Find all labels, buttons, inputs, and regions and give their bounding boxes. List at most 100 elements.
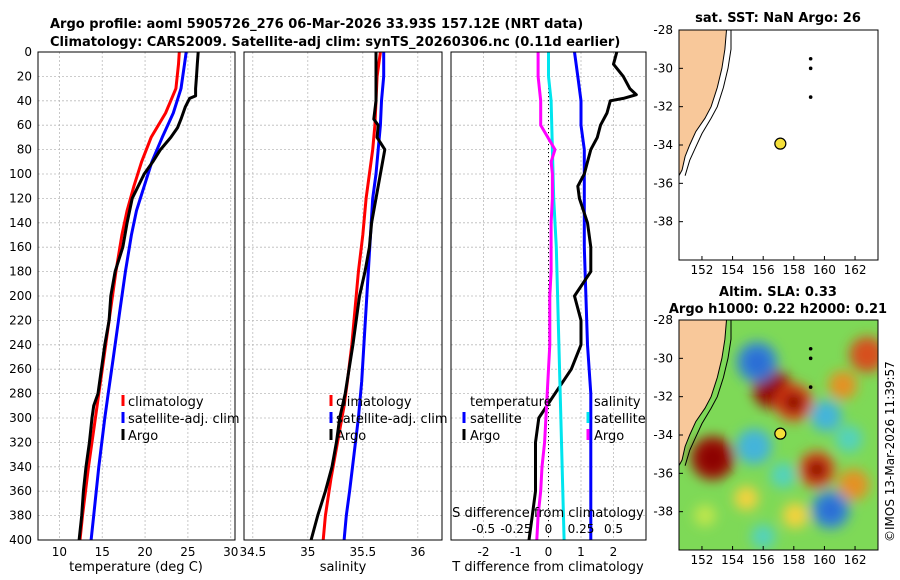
lon-tick-label: 156 <box>752 263 775 277</box>
sla-anomaly-core <box>745 350 769 374</box>
legend-title-salinity: salinity <box>594 395 641 410</box>
lat-tick-label: -32 <box>653 100 673 114</box>
series-group <box>309 52 387 540</box>
legend-satellite: satellite-adj. clim <box>128 412 240 427</box>
sla-anomaly-core <box>819 499 842 521</box>
series-temperature-argo <box>527 52 638 540</box>
legend-title-temperature: temperature <box>470 395 552 410</box>
axes-frame <box>37 51 236 541</box>
series-salinity-argo <box>535 52 557 540</box>
axes-frame <box>243 51 443 541</box>
series-group <box>77 52 200 540</box>
lat-tick-label: -30 <box>653 351 673 365</box>
lon-tick-label: 162 <box>844 263 867 277</box>
depth-tick-label: 140 <box>9 216 32 230</box>
s-tick-label: 0.5 <box>604 522 623 536</box>
x-tick-label: 30 <box>223 545 238 559</box>
climatology-title: Climatology: CARS2009. Satellite-adj cli… <box>50 35 620 50</box>
depth-tick-label: 380 <box>9 509 32 523</box>
lon-tick-label: 158 <box>782 263 805 277</box>
depth-tick-label: 0 <box>24 45 32 59</box>
lon-tick-label: 154 <box>721 553 744 567</box>
series-group <box>527 52 638 540</box>
legend-argo: Argo <box>336 429 366 444</box>
sla-anomaly-blob <box>828 370 858 400</box>
lon-tick-label: 154 <box>721 263 744 277</box>
shelf-contour <box>684 320 732 466</box>
sla-anomaly-blob <box>837 469 870 501</box>
s-tick-label: 0 <box>545 522 553 536</box>
depth-tick-label: 280 <box>9 387 32 401</box>
legend-argo: Argo <box>128 429 158 444</box>
series-satellite-adj-clim <box>342 52 386 540</box>
other-float-marker <box>808 356 813 361</box>
lon-tick-label: 160 <box>813 263 836 277</box>
difference-panel: -2 -1 0 1 2 -0.5 -0.25 0 0.25 0.5 <box>450 51 647 559</box>
depth-tick-label: 260 <box>9 362 32 376</box>
lat-tick-label: -34 <box>653 428 673 442</box>
legend-s-satellite: satellite <box>594 412 646 427</box>
series-argo <box>309 52 387 540</box>
sla-anomaly-blob <box>810 400 842 432</box>
sla-anomaly-blob <box>734 486 759 511</box>
s-tick-label: -0.5 <box>472 522 495 536</box>
tdiff-xlabel: T difference from climatology <box>451 560 644 575</box>
sla-anomaly-blob <box>782 502 809 529</box>
depth-tick-label: 400 <box>9 533 32 547</box>
sla-map-panel: 152 154 156 158 160 162 -28 -30 -32 -34 -36 -38 <box>653 313 879 567</box>
sla-anomaly-blob <box>849 336 878 373</box>
lon-tick-label: 152 <box>691 553 714 567</box>
axes-frame <box>450 51 647 541</box>
lat-tick-label: -36 <box>653 466 673 480</box>
x-tick-label: 35.5 <box>349 545 376 559</box>
argo-float-marker <box>774 137 787 150</box>
other-float-marker <box>808 95 813 99</box>
legend-climatology: climatology <box>128 395 204 410</box>
lon-tick-label: 156 <box>752 553 775 567</box>
map-content <box>679 30 813 176</box>
depth-tick-label: 40 <box>17 94 32 108</box>
salinity-panel: 34.5 35 35.5 36 <box>239 51 443 559</box>
depth-tick-label: 300 <box>9 411 32 425</box>
legend-satellite: satellite-adj. clim <box>336 412 448 427</box>
sdiff-axis-label: S difference from climatology <box>452 506 644 521</box>
lat-tick-label: -36 <box>653 176 673 190</box>
legend-s-argo: Argo <box>594 429 624 444</box>
sla-anomaly-core <box>783 391 805 413</box>
depth-tick-label: 340 <box>9 460 32 474</box>
x-tick-label: -1 <box>510 545 522 559</box>
profile-title: Argo profile: aoml 5905726_276 06-Mar-20… <box>50 17 583 32</box>
shelf-contour <box>684 30 732 176</box>
x-tick-label: 35 <box>300 545 315 559</box>
s-tick-label: 0.25 <box>568 522 595 536</box>
x-tick-label: 25 <box>180 545 195 559</box>
series-salinity-satellite <box>547 52 566 540</box>
lon-tick-label: 162 <box>844 553 867 567</box>
lat-tick-label: -38 <box>653 215 673 229</box>
map-content <box>679 320 878 550</box>
x-tick-label: 36 <box>410 545 425 559</box>
x-tick-label: 2 <box>610 545 618 559</box>
depth-tick-label: 180 <box>9 265 32 279</box>
lon-tick-label: 158 <box>782 553 805 567</box>
x-tick-label: 15 <box>95 545 110 559</box>
sla-anomaly-blob <box>736 428 772 465</box>
series-argo <box>77 52 200 540</box>
temperature-panel: 0 20 40 60 80 100 120 140 160 180 200 220 240 260 280 3… <box>9 45 238 559</box>
series-temperature-satellite <box>573 52 593 540</box>
legend-climatology: climatology <box>336 395 412 410</box>
difference-legend: temperature satellite Argo salinity sate… <box>462 395 646 444</box>
depth-tick-label: 240 <box>9 338 32 352</box>
salinity-xlabel: salinity <box>320 560 367 575</box>
depth-tick-label: 320 <box>9 435 32 449</box>
s-tick-label: -0.25 <box>500 522 531 536</box>
depth-tick-label: 120 <box>9 191 32 205</box>
depth-tick-label: 80 <box>17 143 32 157</box>
x-tick-label: 10 <box>52 545 67 559</box>
x-tick-label: -2 <box>478 545 490 559</box>
sla-anomaly-core <box>806 459 827 480</box>
sst-map-panel: 152 154 156 158 160 162 -28 -30 -32 -34 -36 -38 <box>653 23 879 277</box>
lon-tick-label: 152 <box>691 263 714 277</box>
lon-tick-label: 160 <box>813 553 836 567</box>
